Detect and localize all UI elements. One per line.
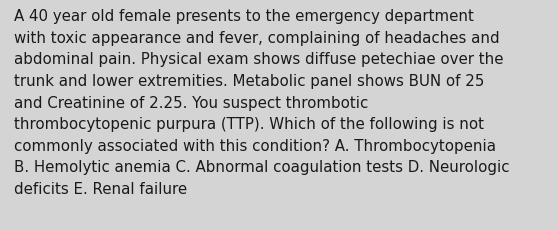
Text: A 40 year old female presents to the emergency department
with toxic appearance : A 40 year old female presents to the eme…	[14, 9, 509, 196]
